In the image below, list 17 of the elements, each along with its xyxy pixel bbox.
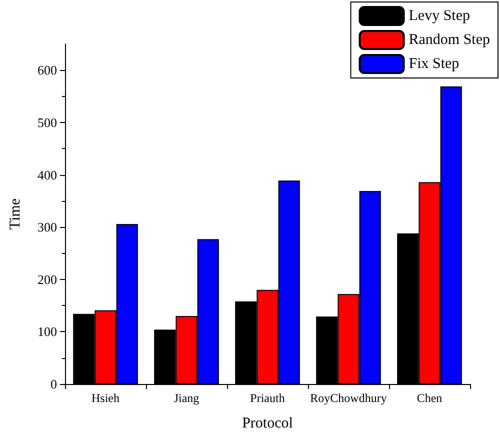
x-tick-label: Priauth <box>250 391 285 405</box>
x-tick-label: Jiang <box>174 391 200 405</box>
legend-label: Fix Step <box>408 56 460 72</box>
y-tick-label: 200 <box>38 272 57 287</box>
legend-label: Random Step <box>408 32 490 48</box>
y-tick-label: 500 <box>38 114 57 130</box>
x-tick-label: Hsieh <box>92 391 120 405</box>
y-tick-label: 400 <box>38 167 57 182</box>
legend-label: Levy Step <box>408 8 470 24</box>
y-axis-title: Time <box>8 198 24 230</box>
x-tick-label: Chen <box>416 391 442 405</box>
y-tick-label: 300 <box>38 220 57 235</box>
x-axis-title: Protocol <box>242 416 293 432</box>
x-tick-label: RoyChowdhury <box>310 391 387 405</box>
y-tick-label: 100 <box>38 324 57 340</box>
y-tick-label: 0 <box>50 376 57 392</box>
y-tick-label: 600 <box>38 62 57 78</box>
